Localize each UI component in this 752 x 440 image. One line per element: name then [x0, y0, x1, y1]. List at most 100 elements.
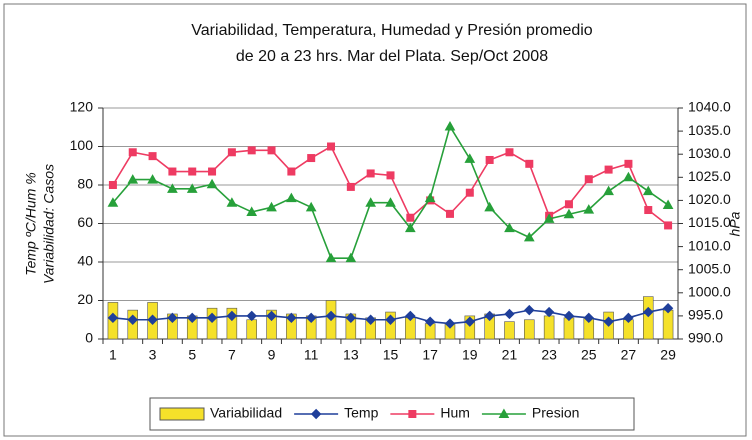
- legend-swatch: [159, 407, 205, 421]
- bar: [543, 315, 555, 340]
- y-tick-label: 120: [70, 99, 94, 115]
- legend-label: Presion: [532, 405, 579, 421]
- y2-tick-label: 1010.0: [688, 237, 731, 253]
- marker: [662, 302, 674, 314]
- marker: [624, 159, 633, 168]
- marker: [504, 222, 515, 233]
- marker: [644, 206, 653, 215]
- marker: [464, 316, 476, 327]
- marker: [127, 174, 139, 184]
- marker: [603, 316, 614, 327]
- chart-title: Variabilidad, Temperatura, Humedad y Pre…: [191, 22, 593, 39]
- y2-tick-label: 1015.0: [688, 214, 731, 230]
- y-tick-label: 40: [77, 253, 93, 269]
- x-tick-label: 11: [304, 347, 319, 363]
- marker: [543, 213, 555, 223]
- y2-tick-label: 995.0: [688, 307, 723, 323]
- marker: [385, 314, 396, 325]
- marker: [563, 208, 575, 219]
- marker: [385, 197, 396, 207]
- marker: [147, 314, 158, 325]
- marker: [623, 312, 634, 324]
- marker: [485, 155, 494, 164]
- y2-tick-label: 1005.0: [688, 260, 731, 276]
- bar: [266, 309, 277, 340]
- marker: [226, 310, 238, 322]
- y-tick-label: 80: [77, 176, 93, 192]
- marker: [127, 314, 138, 325]
- marker: [148, 152, 157, 161]
- y-axis-label: Variabilidad: Casos: [41, 164, 57, 284]
- marker: [386, 171, 395, 180]
- marker: [206, 178, 218, 189]
- marker: [408, 410, 417, 418]
- marker: [444, 120, 456, 131]
- marker: [307, 154, 316, 163]
- marker: [523, 231, 535, 242]
- marker: [564, 200, 573, 209]
- marker: [525, 159, 534, 168]
- marker: [266, 201, 277, 212]
- marker: [524, 304, 535, 316]
- y-tick-label: 60: [77, 214, 93, 230]
- marker: [327, 142, 336, 151]
- marker: [424, 192, 436, 203]
- marker: [325, 310, 337, 322]
- marker: [286, 192, 297, 203]
- marker: [445, 209, 454, 218]
- marker: [404, 222, 416, 233]
- y2-tick-label: 1030.0: [688, 145, 731, 161]
- x-tick-label: 25: [581, 347, 597, 363]
- marker: [246, 310, 257, 322]
- marker: [484, 310, 495, 322]
- y2-tick-label: 1035.0: [688, 122, 731, 138]
- marker: [444, 318, 456, 329]
- bar: [524, 319, 535, 340]
- x-tick-label: 17: [422, 347, 438, 363]
- marker: [346, 182, 355, 191]
- marker: [305, 312, 317, 324]
- x-tick-label: 19: [462, 347, 478, 363]
- marker: [310, 408, 322, 420]
- legend-label: Temp: [344, 405, 378, 421]
- x-tick-label: 9: [268, 347, 276, 363]
- marker: [664, 221, 673, 230]
- y2-tick-label: 1040.0: [688, 99, 731, 115]
- marker: [187, 312, 198, 324]
- x-tick-label: 27: [621, 347, 637, 363]
- x-tick-label: 1: [109, 347, 117, 363]
- marker: [365, 197, 377, 207]
- legend-label: Variabilidad: [210, 405, 282, 421]
- marker: [405, 310, 416, 322]
- y2-tick-label: 1025.0: [688, 168, 731, 184]
- marker: [563, 310, 575, 322]
- marker: [107, 197, 119, 207]
- marker: [366, 169, 375, 178]
- marker: [227, 148, 236, 157]
- y2-axis-label: hPa: [727, 211, 743, 236]
- marker: [642, 185, 654, 196]
- marker: [266, 310, 277, 322]
- marker: [464, 153, 476, 163]
- bar: [643, 296, 654, 340]
- marker: [583, 204, 595, 214]
- marker: [287, 167, 296, 176]
- marker: [305, 201, 317, 212]
- chart-border: [3, 3, 747, 437]
- marker: [424, 316, 436, 327]
- marker: [188, 167, 197, 176]
- x-tick-label: 29: [660, 347, 676, 363]
- bar: [464, 315, 476, 340]
- marker: [498, 408, 510, 418]
- marker: [206, 312, 218, 324]
- marker: [603, 185, 614, 196]
- marker: [345, 252, 357, 263]
- marker: [167, 312, 178, 324]
- marker: [543, 306, 555, 318]
- marker: [604, 165, 613, 174]
- y-axis-label: Temp ºC/Hum %: [23, 172, 39, 275]
- y2-tick-label: 1000.0: [688, 284, 731, 300]
- marker: [147, 174, 158, 184]
- y2-tick-label: 990.0: [688, 330, 723, 346]
